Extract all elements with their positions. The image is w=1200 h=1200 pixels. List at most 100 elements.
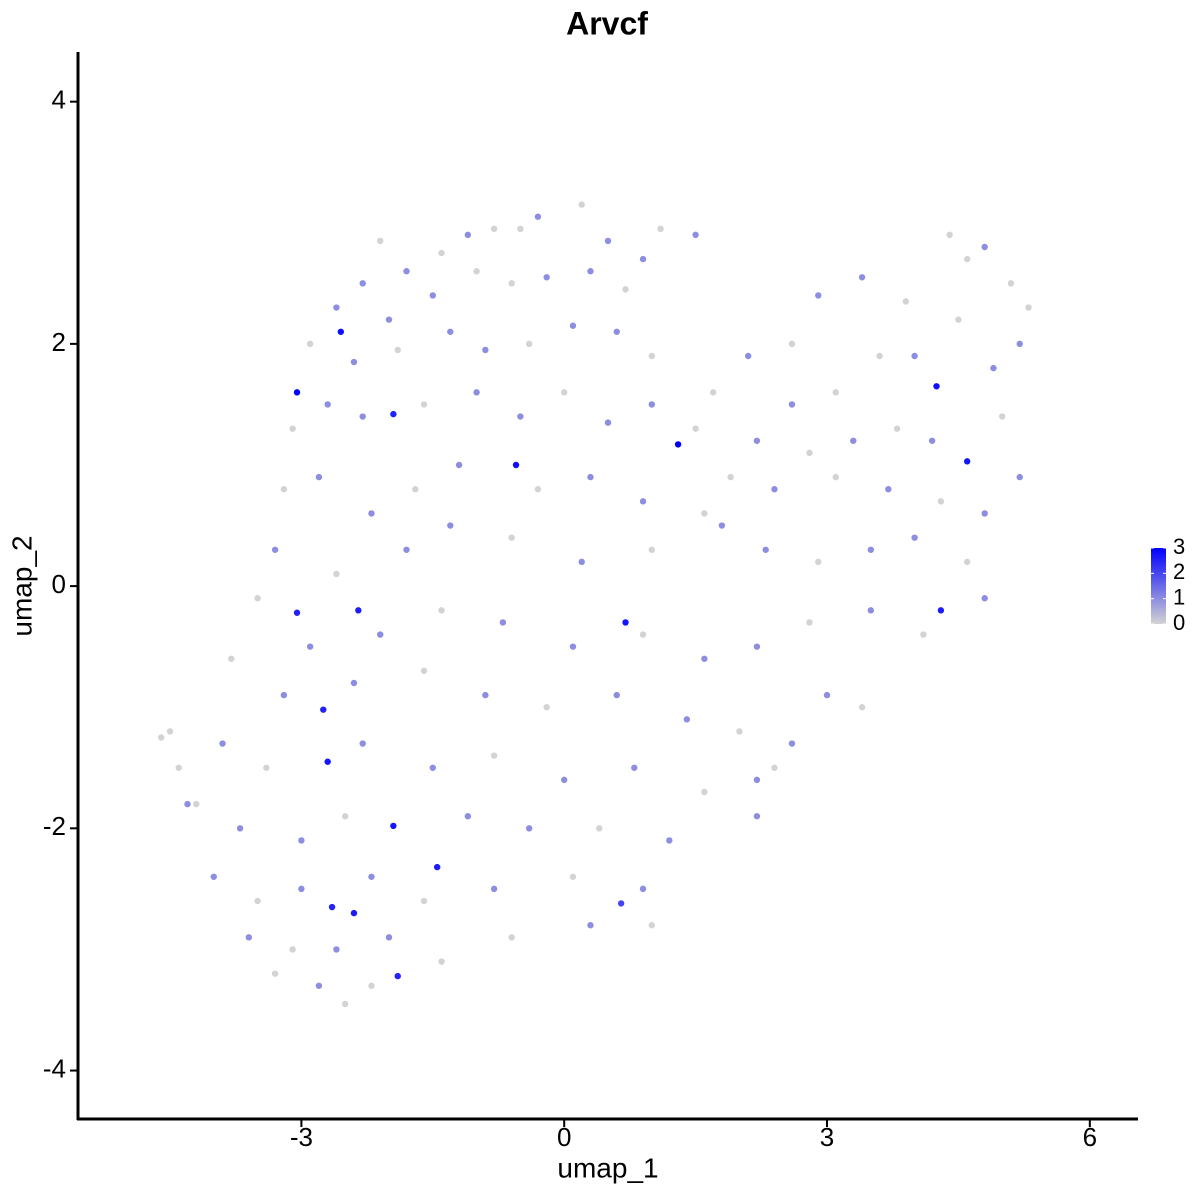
point — [587, 268, 594, 275]
point — [946, 231, 953, 239]
point — [744, 352, 752, 360]
colorbar-tick-label: 3 — [1173, 534, 1185, 559]
point — [359, 413, 366, 420]
point — [963, 558, 971, 566]
point — [639, 885, 647, 893]
point — [455, 461, 463, 469]
point — [306, 643, 314, 650]
point — [385, 316, 393, 323]
x-tick-label: -3 — [290, 1122, 313, 1152]
point — [464, 231, 472, 239]
point — [1025, 304, 1032, 311]
point — [788, 740, 796, 747]
point — [390, 822, 397, 830]
point — [337, 328, 345, 335]
point — [648, 352, 656, 360]
point — [753, 776, 761, 784]
point — [394, 972, 401, 980]
point — [718, 522, 726, 529]
point — [333, 946, 340, 953]
point — [753, 437, 761, 444]
chart-title: Arvcf — [566, 5, 648, 41]
point — [893, 425, 901, 432]
x-tick-label: 0 — [557, 1122, 571, 1152]
point — [902, 298, 910, 305]
point — [543, 274, 550, 281]
point — [328, 903, 336, 911]
point — [832, 473, 839, 481]
point — [499, 619, 507, 626]
point — [666, 837, 673, 844]
point — [560, 776, 568, 784]
point — [298, 885, 305, 893]
point — [850, 437, 857, 444]
point — [639, 498, 647, 505]
colorbar — [1151, 548, 1166, 624]
point — [293, 389, 301, 396]
point — [622, 619, 629, 626]
point — [701, 510, 708, 517]
point — [596, 825, 603, 832]
point — [271, 546, 279, 553]
point — [228, 655, 235, 662]
point — [341, 1000, 349, 1008]
point — [981, 595, 988, 602]
point — [420, 897, 428, 905]
point — [753, 643, 761, 650]
point — [815, 558, 822, 566]
point — [320, 706, 327, 713]
point — [692, 425, 699, 432]
point — [701, 655, 708, 662]
point — [333, 570, 340, 578]
point — [534, 213, 542, 220]
point — [587, 473, 594, 481]
point — [525, 340, 533, 348]
point — [569, 643, 577, 650]
point — [569, 873, 577, 880]
point — [512, 461, 520, 469]
x-tick-label: 3 — [820, 1122, 834, 1152]
point — [508, 934, 515, 941]
y-tick-label: 2 — [52, 327, 66, 357]
point — [315, 473, 323, 481]
point — [613, 691, 620, 699]
point — [355, 607, 362, 614]
point — [175, 764, 182, 771]
point — [543, 704, 550, 711]
point — [429, 292, 436, 299]
y-tick-label: 4 — [52, 85, 66, 115]
point — [534, 486, 542, 493]
point — [333, 304, 340, 311]
point — [762, 546, 769, 553]
point — [438, 958, 445, 965]
point — [236, 825, 244, 832]
point — [981, 510, 988, 517]
point — [390, 410, 397, 418]
point — [263, 764, 270, 771]
point — [438, 249, 445, 257]
point — [412, 486, 419, 493]
point — [648, 546, 656, 553]
point — [788, 340, 796, 348]
x-axis-label: umap_1 — [557, 1152, 658, 1183]
point — [490, 885, 498, 893]
point — [324, 758, 331, 765]
point — [648, 922, 656, 929]
point — [490, 225, 498, 233]
point — [447, 328, 454, 335]
point — [158, 734, 165, 741]
point — [306, 340, 314, 348]
point — [631, 764, 638, 771]
y-axis-label: umap_2 — [6, 535, 37, 636]
point — [508, 280, 515, 287]
y-tick-label: -4 — [43, 1053, 66, 1083]
point — [920, 631, 927, 638]
point — [377, 631, 384, 638]
point — [911, 352, 918, 360]
point — [289, 946, 296, 953]
point — [648, 401, 656, 408]
point — [963, 458, 971, 465]
point — [604, 419, 612, 426]
point — [359, 740, 366, 747]
point — [403, 268, 410, 275]
